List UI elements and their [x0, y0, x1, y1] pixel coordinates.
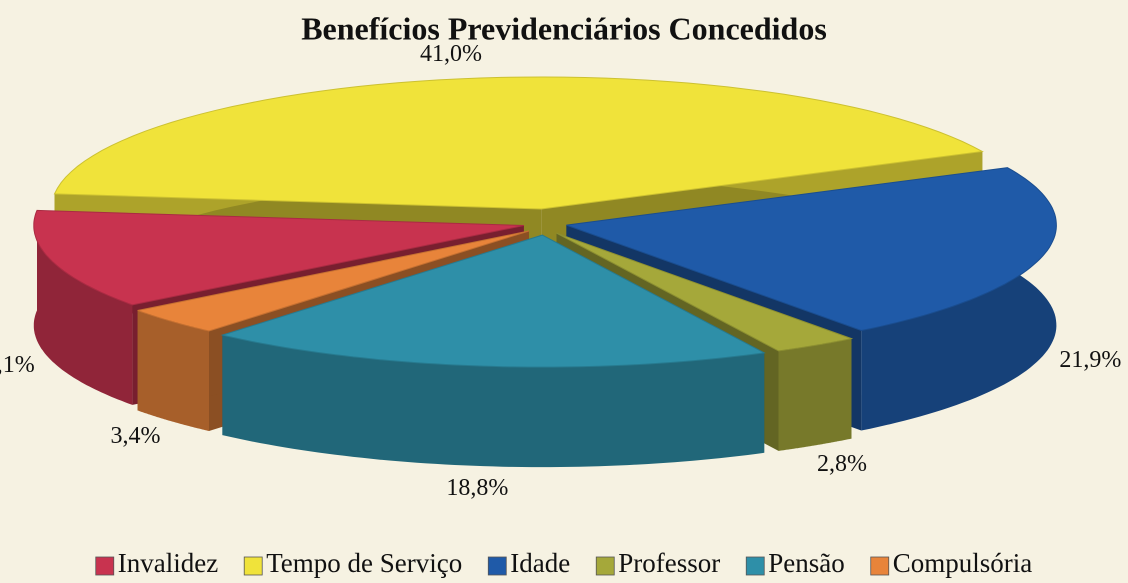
legend-label: Tempo de Serviço [266, 548, 462, 578]
legend-item: Invalidez [95, 548, 218, 578]
legend-swatch [243, 556, 263, 576]
legend-item: Idade [487, 548, 570, 578]
legend-label: Compulsória [893, 548, 1033, 578]
slice [556, 232, 854, 352]
data-label: 18,8% [446, 475, 508, 501]
legend-label: Pensão [768, 548, 845, 578]
slice-side [137, 310, 209, 431]
data-label: 12,1% [0, 352, 35, 378]
legend-swatch [487, 556, 507, 576]
legend-swatch [595, 556, 615, 576]
legend-swatch [745, 556, 765, 576]
legend-label: Idade [510, 548, 570, 578]
legend-item: Compulsória [870, 548, 1033, 578]
legend-item: Tempo de Serviço [243, 548, 462, 578]
legend-item: Pensão [745, 548, 845, 578]
data-label: 3,4% [111, 423, 161, 449]
chart-title: Benefícios Previdenciários Concedidos [301, 10, 827, 46]
slice [137, 230, 530, 332]
data-label: 41,0% [420, 41, 482, 67]
slice-side [33, 210, 133, 405]
legend-swatch [870, 556, 890, 576]
legend-label: Invalidez [118, 548, 218, 578]
slice-side [222, 335, 765, 468]
slice [53, 76, 984, 210]
slice [33, 209, 524, 306]
slice-side [778, 338, 852, 451]
legend-item: Professor [595, 548, 720, 578]
slice [220, 234, 766, 368]
slice [220, 234, 766, 468]
data-label: 21,9% [1059, 347, 1121, 373]
legend-label: Professor [618, 548, 720, 578]
data-label: 2,8% [817, 451, 867, 477]
slice [566, 167, 1057, 332]
legend-swatch [95, 556, 115, 576]
